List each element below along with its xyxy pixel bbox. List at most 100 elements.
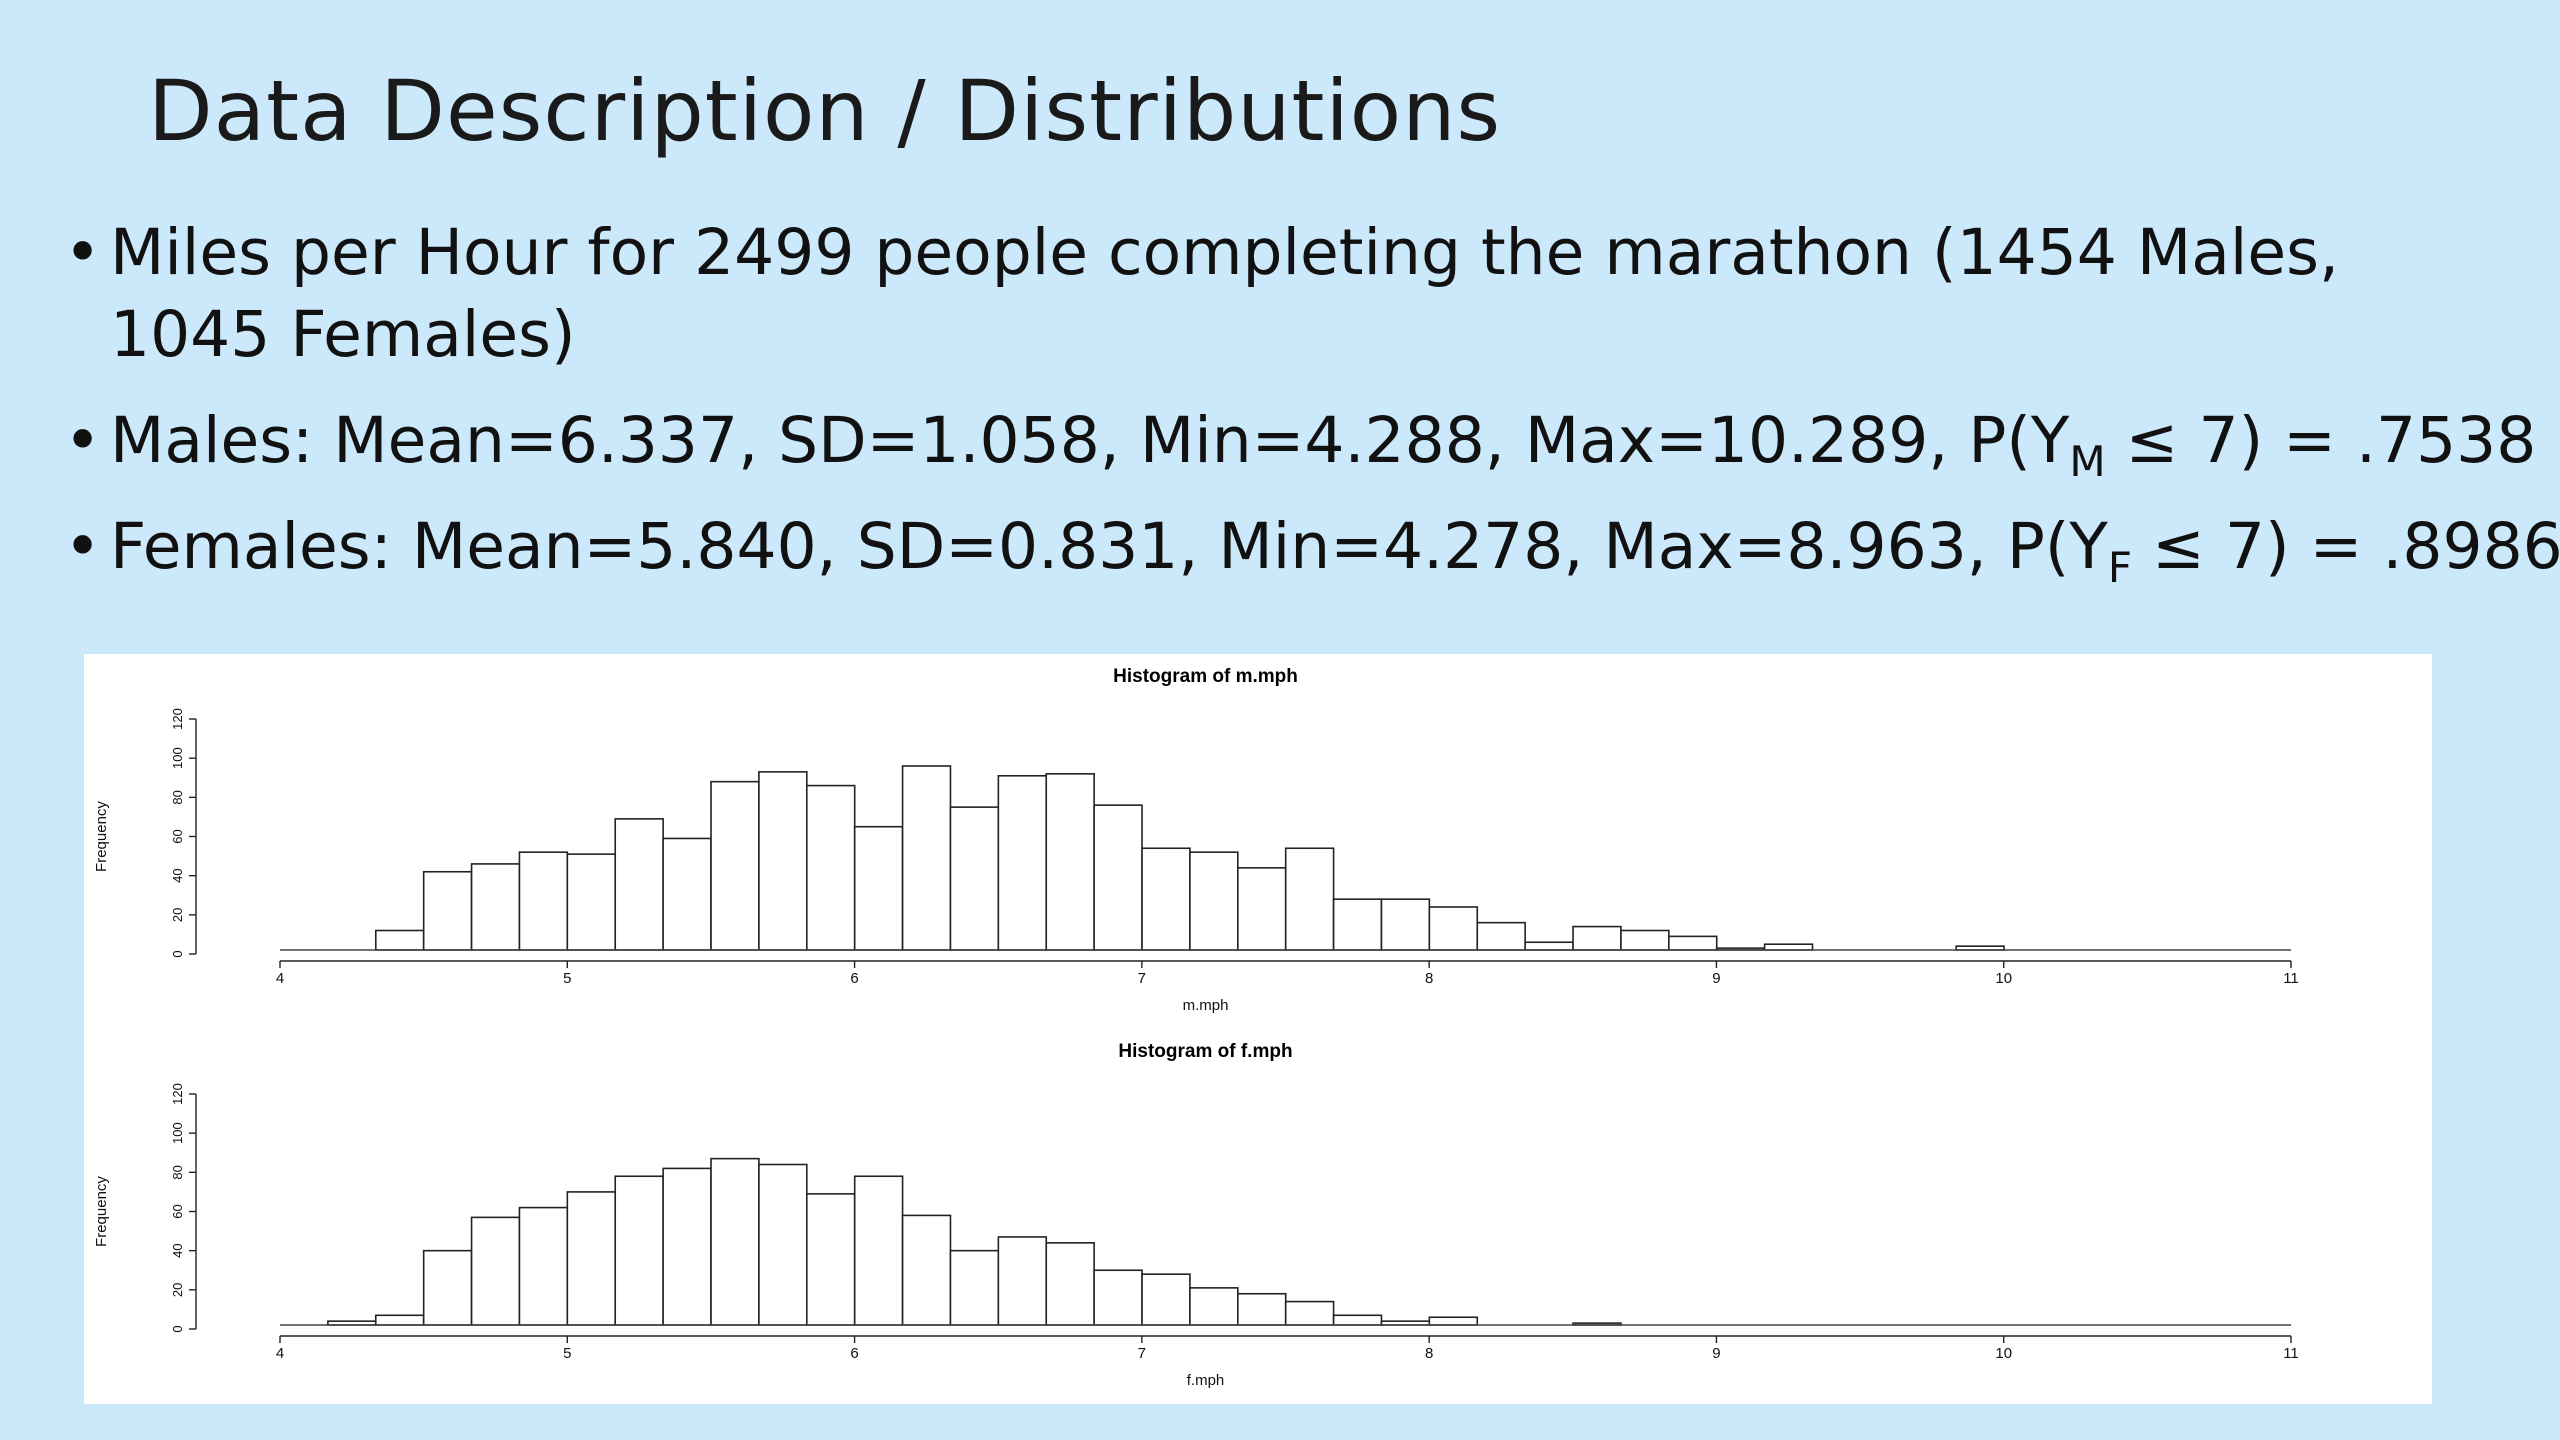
x-tick-label: 11 bbox=[2283, 1345, 2299, 1362]
bullet-marker: • bbox=[64, 216, 102, 289]
histogram-bar bbox=[805, 1193, 856, 1326]
histogram-bar bbox=[614, 818, 664, 951]
y-tick-label: 100 bbox=[170, 747, 185, 769]
histogram-bar bbox=[949, 1249, 1000, 1326]
x-tick-label: 6 bbox=[850, 1345, 858, 1362]
y-tick-label: 40 bbox=[170, 868, 185, 882]
histogram-bar bbox=[949, 806, 1000, 951]
chart-title: Histogram of f.mph bbox=[1118, 1041, 1292, 1062]
histogram-bar bbox=[1237, 867, 1287, 951]
histogram-bar bbox=[518, 851, 569, 951]
histogram-bar bbox=[1428, 1316, 1479, 1326]
x-tick-label: 5 bbox=[563, 1345, 571, 1362]
x-tick-label: 11 bbox=[2283, 970, 2299, 987]
y-tick-label: 80 bbox=[170, 1165, 185, 1179]
histogram-bar bbox=[1668, 935, 1718, 951]
histogram-bar bbox=[422, 1249, 473, 1326]
histogram-bar bbox=[1380, 898, 1431, 951]
histogram-bar bbox=[1572, 925, 1622, 951]
histogram-bar bbox=[853, 825, 904, 951]
females-subscript: F bbox=[2107, 543, 2133, 592]
histogram-bar bbox=[758, 771, 808, 951]
bullet-males: • Males: Mean=6.337, SD=1.058, Min=4.288… bbox=[58, 400, 2536, 483]
y-tick-label: 100 bbox=[170, 1122, 185, 1144]
histogram-bar bbox=[1332, 898, 1383, 951]
histogram-bar bbox=[422, 870, 473, 951]
histogram-bar bbox=[470, 863, 521, 951]
x-tick-label: 8 bbox=[1425, 1345, 1433, 1362]
histogram-bar bbox=[1189, 1287, 1239, 1326]
histogram-bar bbox=[710, 1157, 760, 1326]
y-tick-label: 120 bbox=[170, 1083, 185, 1105]
histogram-bar bbox=[1093, 804, 1143, 951]
x-tick-label: 10 bbox=[1995, 1345, 2012, 1362]
x-axis-label: f.mph bbox=[1187, 1372, 1225, 1389]
histogram-bar bbox=[901, 765, 952, 951]
y-axis-label: Frequency bbox=[93, 801, 110, 872]
y-tick-label: 120 bbox=[170, 708, 185, 730]
histogram-bar bbox=[805, 784, 856, 951]
histogram-bar bbox=[997, 774, 1048, 951]
x-tick-label: 6 bbox=[850, 970, 858, 987]
y-tick-label: 0 bbox=[170, 950, 185, 957]
histogram-bar bbox=[1284, 847, 1335, 951]
y-tick-label: 20 bbox=[170, 1283, 185, 1297]
histogram-bar bbox=[758, 1163, 808, 1326]
bullet-marker: • bbox=[64, 404, 102, 477]
females-stats-text: Females: Mean=5.840, SD=0.831, Min=4.278… bbox=[110, 510, 2108, 583]
histogram-panel: Histogram of m.mph 4 5 6 7 8 9 10 11 m.mph 0 20 40 60… bbox=[84, 654, 2432, 1404]
x-tick-label: 8 bbox=[1425, 970, 1433, 987]
x-tick-label: 9 bbox=[1712, 970, 1720, 987]
histogram-bar bbox=[374, 1314, 425, 1326]
females-probability-text: ≤ 7) = .8986 bbox=[2132, 510, 2560, 583]
histogram-bar bbox=[1428, 906, 1479, 951]
males-probability-text: ≤ 7) = .7538 bbox=[2105, 404, 2537, 477]
histogram-bar bbox=[1189, 851, 1239, 951]
histogram-bar bbox=[518, 1206, 569, 1326]
bullet-list: • Miles per Hour for 2499 people complet… bbox=[58, 212, 2560, 612]
histogram-bar bbox=[566, 1191, 617, 1326]
x-tick-label: 4 bbox=[276, 1345, 284, 1362]
histogram-bar bbox=[710, 780, 760, 951]
chart-title: Histogram of m.mph bbox=[1113, 666, 1298, 687]
histogram-bar bbox=[1141, 1273, 1191, 1326]
x-tick-label: 4 bbox=[276, 970, 284, 987]
y-tick-label: 60 bbox=[170, 829, 185, 843]
males-stats-text: Males: Mean=6.337, SD=1.058, Min=4.288, … bbox=[110, 404, 2070, 477]
x-tick-label: 7 bbox=[1138, 1345, 1146, 1362]
histogram-bar bbox=[853, 1175, 904, 1326]
y-tick-label: 20 bbox=[170, 908, 185, 922]
bullet-marker: • bbox=[64, 510, 102, 583]
histogram-bar bbox=[374, 929, 425, 951]
histogram-bar bbox=[1763, 943, 1814, 951]
y-axis-label: Frequency bbox=[93, 1176, 110, 1247]
histogram-bar bbox=[662, 1167, 712, 1326]
histogram-bar bbox=[1476, 921, 1526, 951]
bullet-females: • Females: Mean=5.840, SD=0.831, Min=4.2… bbox=[58, 506, 2560, 589]
histogram-bar bbox=[1045, 773, 1095, 951]
histogram-bar bbox=[1141, 847, 1191, 951]
x-tick-label: 10 bbox=[1995, 970, 2012, 987]
histogram-bar bbox=[997, 1236, 1048, 1326]
histogram-bar bbox=[614, 1175, 664, 1326]
histogram-bar bbox=[1237, 1292, 1287, 1326]
bullet-summary: • Miles per Hour for 2499 people complet… bbox=[58, 212, 2518, 376]
histogram-bar bbox=[1524, 941, 1574, 951]
histogram-bar bbox=[662, 837, 712, 951]
histogram-bar bbox=[566, 853, 617, 951]
histogram-bar bbox=[470, 1216, 521, 1326]
y-tick-label: 40 bbox=[170, 1243, 185, 1257]
histogram-bar bbox=[1045, 1242, 1095, 1326]
histogram-bar bbox=[1332, 1314, 1383, 1326]
histogram-bar bbox=[1093, 1269, 1143, 1326]
x-axis-label: m.mph bbox=[1183, 997, 1229, 1014]
x-tick-label: 7 bbox=[1138, 970, 1146, 987]
x-tick-label: 9 bbox=[1712, 1345, 1720, 1362]
y-tick-label: 80 bbox=[170, 790, 185, 804]
histogram-bar bbox=[901, 1214, 952, 1326]
x-tick-label: 5 bbox=[563, 970, 571, 987]
slide-title: Data Description / Distributions bbox=[148, 62, 1502, 160]
histogram-bar bbox=[1284, 1300, 1335, 1326]
y-tick-label: 0 bbox=[170, 1325, 185, 1332]
